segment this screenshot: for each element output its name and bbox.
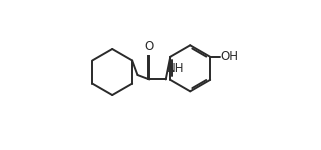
Text: OH: OH bbox=[221, 50, 239, 63]
Text: NH: NH bbox=[167, 62, 184, 75]
Text: O: O bbox=[145, 40, 154, 53]
